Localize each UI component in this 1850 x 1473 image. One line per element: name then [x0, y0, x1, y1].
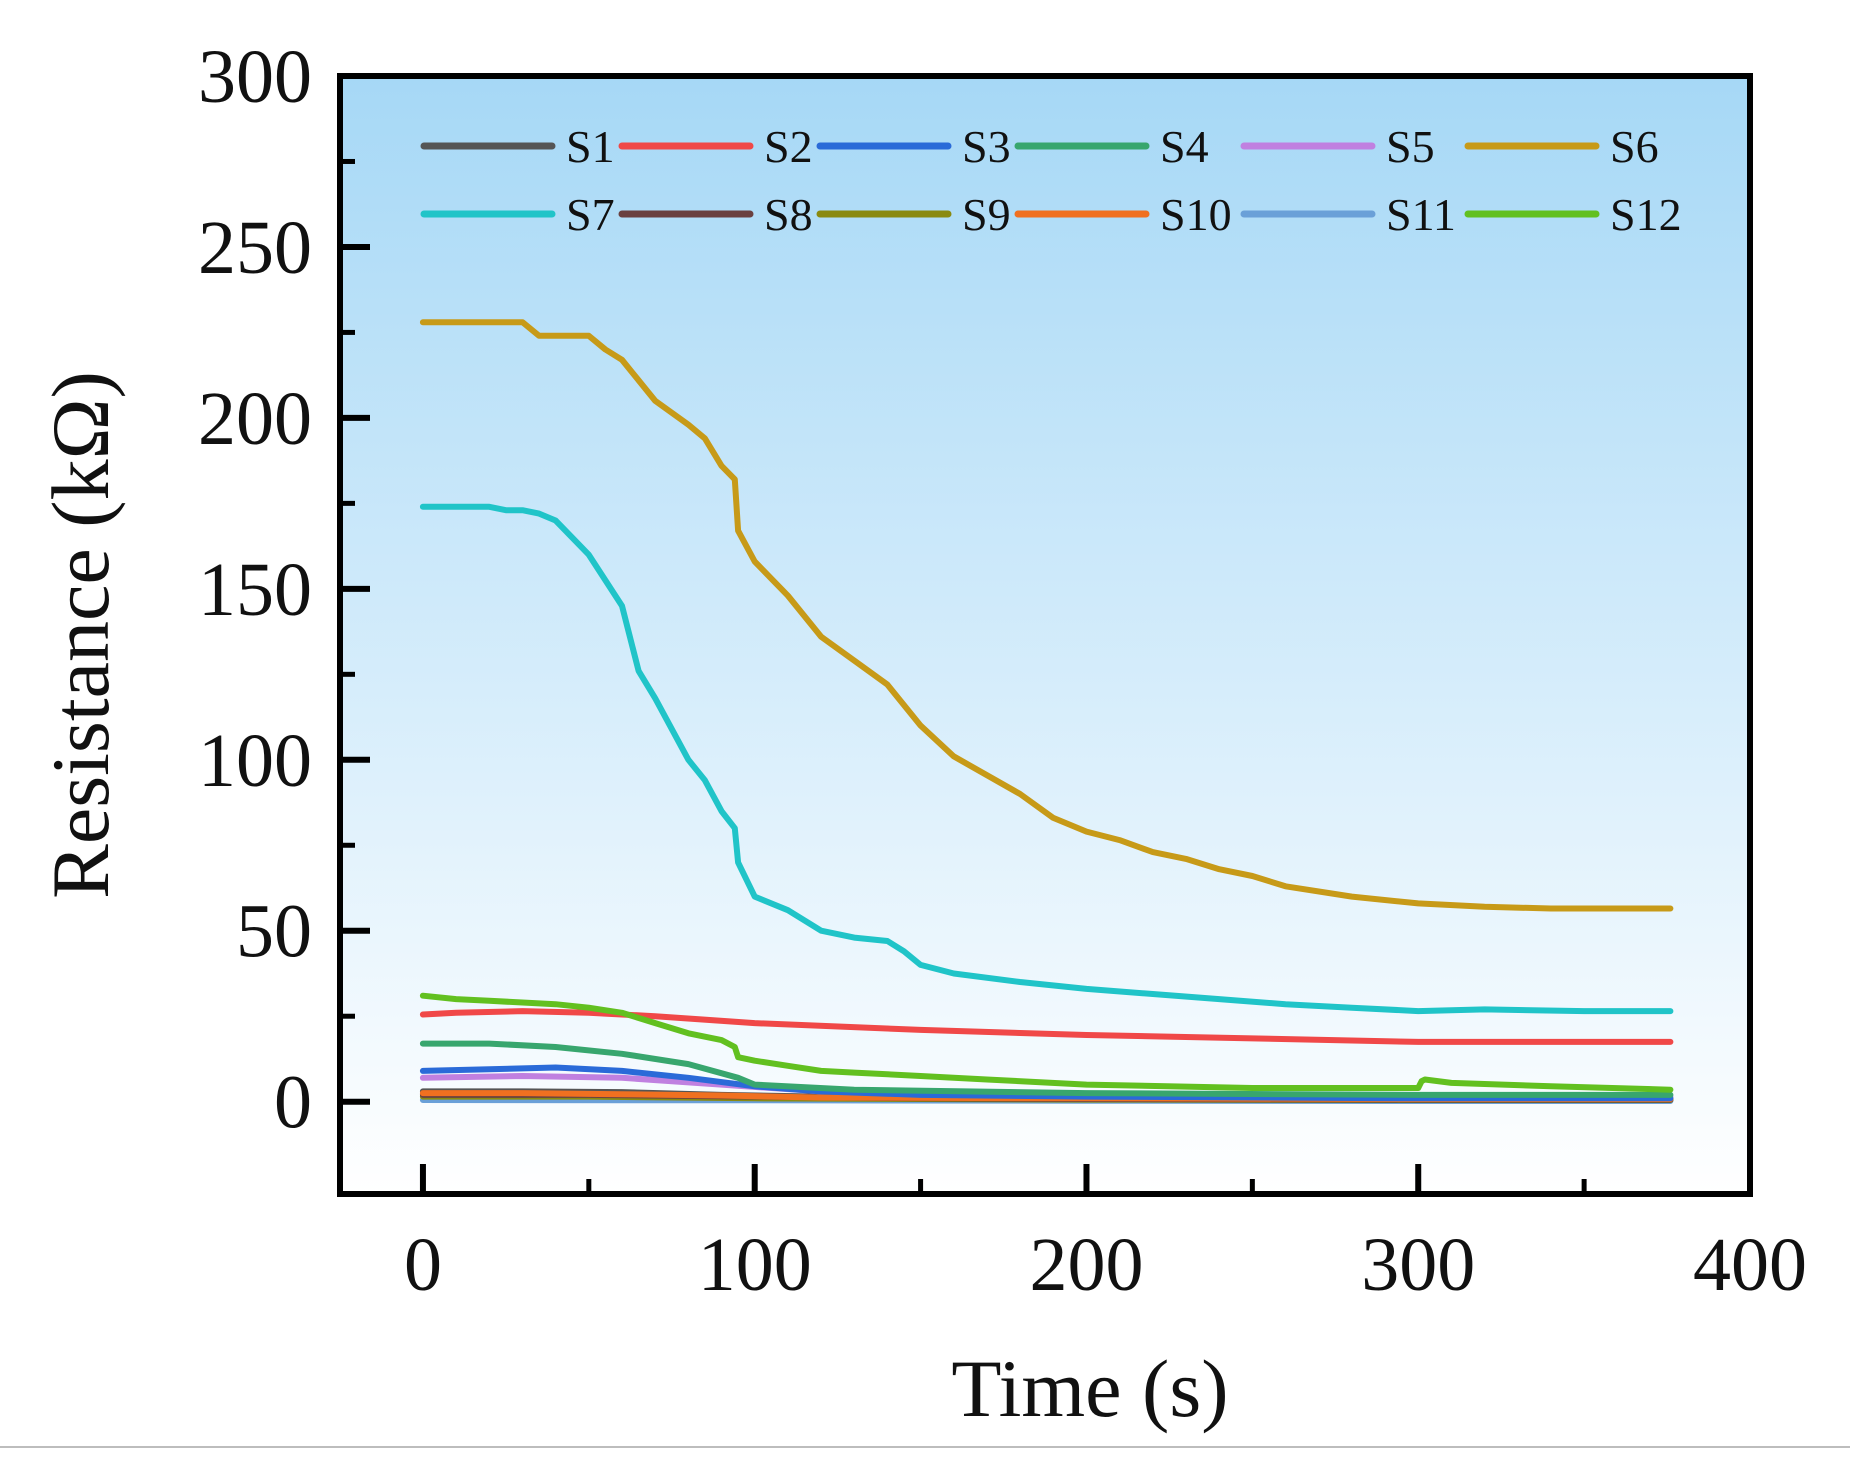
legend-label-s7: S7: [566, 189, 615, 240]
series-line-s7: [419, 503, 1674, 1015]
legend-label-s2: S2: [764, 121, 813, 172]
plot-frame: [337, 73, 1753, 1197]
legend-label-s12: S12: [1610, 189, 1682, 240]
legend-label-s8: S8: [764, 189, 813, 240]
y-tick-label: 50: [236, 890, 312, 974]
legend-label-s11: S11: [1386, 189, 1456, 240]
legend: S1 S2 S3 S4 S5 S6 S7 S8 S9 S10 S11 S12: [420, 121, 1682, 240]
x-tick-label: 400: [1693, 1223, 1807, 1307]
x-tick-label: 300: [1361, 1223, 1475, 1307]
legend-label-s9: S9: [962, 189, 1011, 240]
x-axis-title: Time (s): [951, 1343, 1228, 1434]
legend-label-s10: S10: [1160, 189, 1232, 240]
y-axis-title: Resistance (kΩ): [35, 371, 126, 899]
y-tick-label: 0: [274, 1061, 312, 1145]
y-tick-label: 250: [198, 206, 312, 290]
x-tick-label: 100: [698, 1223, 812, 1307]
x-tick-label: 200: [1029, 1223, 1143, 1307]
legend-label-s5: S5: [1386, 121, 1435, 172]
legend-label-s3: S3: [962, 121, 1011, 172]
y-tick-label: 150: [198, 548, 312, 632]
series-line-s12: [419, 992, 1674, 1093]
legend-label-s6: S6: [1610, 121, 1659, 172]
legend-label-s4: S4: [1160, 121, 1209, 172]
series-line-s4: [419, 1040, 1674, 1098]
y-tick-label: 300: [198, 35, 312, 119]
series-line-s2: [419, 1008, 1674, 1045]
legend-label-s1: S1: [566, 121, 615, 172]
y-tick-label: 200: [198, 377, 312, 461]
series-line-s6: [419, 319, 1674, 912]
bottom-divider: [0, 1446, 1850, 1448]
series-layer: [419, 319, 1674, 1104]
x-axis: 0 100 200 300 400: [404, 1164, 1807, 1307]
x-tick-label: 0: [404, 1223, 442, 1307]
y-tick-label: 100: [198, 719, 312, 803]
y-axis: 0 50 100 150 200 250 300: [198, 35, 370, 1145]
plot-background: [340, 76, 1750, 1194]
